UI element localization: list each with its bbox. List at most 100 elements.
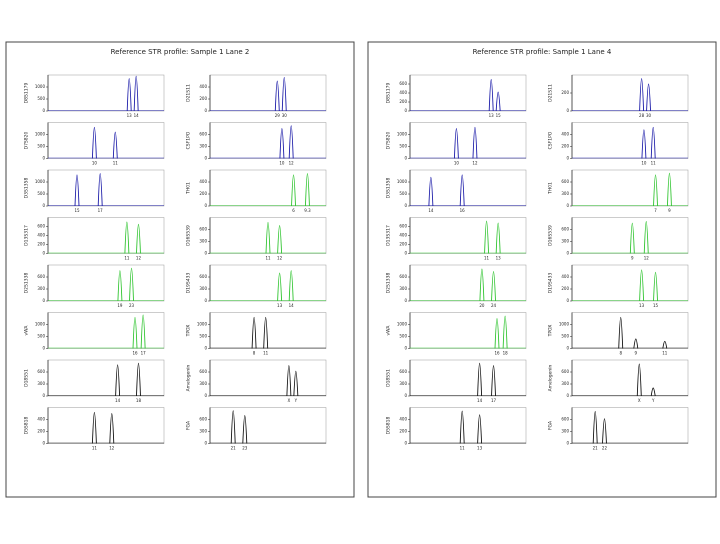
peak	[502, 315, 508, 349]
y-tick-label: 600	[561, 417, 569, 422]
peak	[488, 79, 494, 112]
y-tick-label: 300	[561, 429, 569, 434]
y-tick-label: 0	[42, 393, 45, 398]
allele-label: 12	[277, 256, 283, 261]
allele-label: X	[638, 398, 641, 403]
peak	[97, 173, 103, 207]
peak	[428, 176, 434, 207]
allele-label: 21	[231, 446, 237, 451]
y-axis-label: D3S1358	[386, 178, 392, 199]
allele-label: 13	[477, 446, 483, 451]
y-tick-label: 300	[561, 381, 569, 386]
peak	[602, 418, 607, 444]
peak	[291, 174, 296, 207]
allele-label: 30	[646, 113, 652, 118]
y-tick-label: 0	[566, 156, 569, 161]
y-tick-label: 300	[37, 286, 45, 291]
allele-label: 15	[653, 303, 659, 308]
y-tick-label: 200	[37, 429, 45, 434]
y-axis-label: D7S820	[386, 131, 392, 149]
y-axis-label: TH01	[186, 182, 192, 195]
y-tick-label: 0	[42, 203, 45, 208]
y-axis-label: Amelogenin	[186, 364, 192, 391]
allele-label: 12	[136, 256, 142, 261]
y-tick-label: 400	[199, 179, 207, 184]
peak	[242, 415, 248, 444]
peak	[279, 128, 285, 159]
allele-label: 16	[460, 208, 466, 213]
allele-label: 17	[98, 208, 104, 213]
allele-label: 14	[428, 208, 434, 213]
peak	[286, 365, 292, 397]
y-tick-label: 0	[42, 346, 45, 351]
y-tick-label: 0	[204, 251, 207, 256]
peak	[304, 173, 310, 207]
panel-frame	[5, 41, 355, 498]
y-tick-label: 600	[37, 224, 45, 229]
allele-label: 10	[279, 161, 285, 166]
y-tick-label: 0	[566, 441, 569, 446]
peak	[629, 222, 635, 254]
peak	[453, 128, 459, 159]
allele-label: 17	[491, 398, 497, 403]
y-tick-label: 600	[399, 274, 407, 279]
peak	[140, 314, 146, 349]
allele-label: 16	[494, 351, 500, 356]
allele-label: 11	[651, 161, 657, 166]
peak	[662, 340, 668, 349]
y-tick-label: 600	[561, 369, 569, 374]
y-tick-label: 500	[199, 334, 207, 339]
y-tick-label: 0	[204, 393, 207, 398]
allele-label: X	[288, 398, 291, 403]
y-axis-label: D13S317	[386, 225, 392, 246]
y-tick-label: 0	[204, 203, 207, 208]
y-tick-label: 300	[199, 286, 207, 291]
y-axis-label: TPOX	[548, 325, 554, 338]
y-tick-label: 0	[404, 346, 407, 351]
y-tick-label: 300	[399, 381, 407, 386]
y-tick-label: 600	[199, 369, 207, 374]
allele-label: 14	[115, 398, 121, 403]
y-axis-label: D2S1338	[386, 273, 392, 294]
y-tick-label: 1000	[35, 322, 46, 327]
y-axis-label: Amelogenin	[548, 364, 554, 391]
y-axis-label: D19S433	[548, 273, 554, 294]
panel-title: Reference STR profile: Sample 1 Lane 2	[111, 48, 250, 56]
y-tick-label: 300	[199, 239, 207, 244]
allele-label: 23	[129, 303, 135, 308]
y-tick-label: 1000	[397, 179, 408, 184]
peak	[484, 220, 490, 254]
allele-label: 13	[127, 113, 133, 118]
allele-label: 11	[460, 446, 466, 451]
y-tick-label: 0	[566, 393, 569, 398]
allele-label: 9	[635, 351, 638, 356]
allele-label: 28	[639, 113, 645, 118]
y-tick-label: 200	[199, 96, 207, 101]
y-tick-label: 1000	[397, 132, 408, 137]
y-tick-label: 500	[37, 334, 45, 339]
y-tick-label: 0	[204, 441, 207, 446]
peak	[281, 76, 287, 112]
y-axis-label: TPOX	[186, 325, 192, 338]
peak	[91, 411, 97, 444]
allele-label: 19	[117, 303, 123, 308]
y-tick-label: 400	[37, 417, 45, 422]
y-tick-label: 300	[37, 381, 45, 386]
allele-label: 12	[644, 256, 650, 261]
y-tick-label: 0	[566, 108, 569, 113]
y-axis-label: D8S1179	[386, 83, 392, 104]
peak	[491, 365, 496, 397]
y-axis-label: D5S818	[24, 416, 30, 434]
allele-label: 10	[92, 161, 98, 166]
peak	[117, 270, 123, 302]
allele-label: 23	[242, 446, 248, 451]
y-tick-label: 600	[561, 179, 569, 184]
y-axis-label: FGA	[548, 420, 554, 430]
y-tick-label: 400	[199, 84, 207, 89]
y-axis-label: D18S51	[386, 369, 392, 387]
y-tick-label: 0	[404, 108, 407, 113]
allele-label: 10	[454, 161, 460, 166]
allele-label: 15	[74, 208, 80, 213]
y-tick-label: 300	[199, 144, 207, 149]
